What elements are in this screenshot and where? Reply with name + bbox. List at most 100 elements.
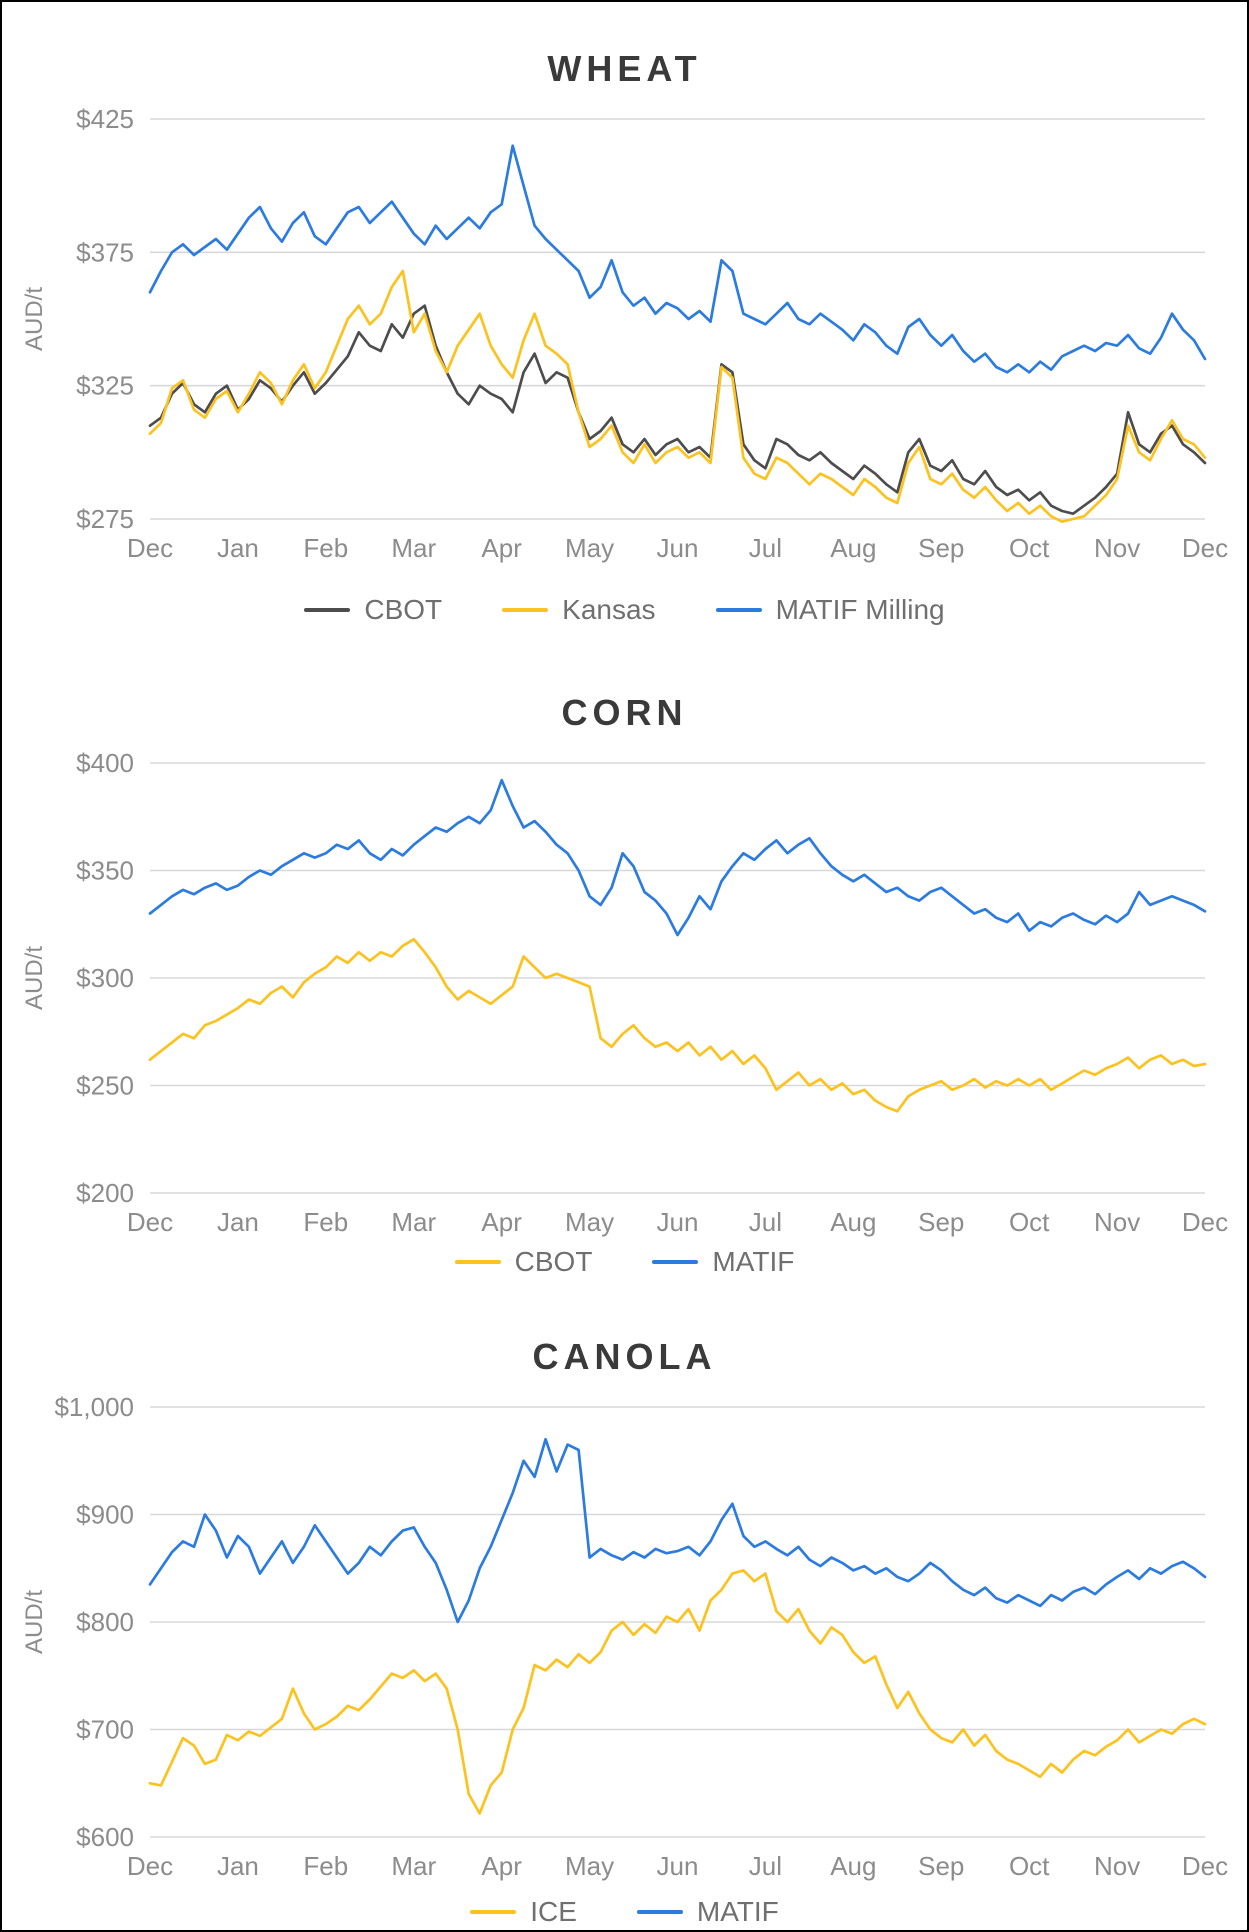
legend-label: CBOT <box>514 1246 593 1277</box>
x-tick-label: Feb <box>303 533 348 563</box>
wheat-chart-title: WHEAT <box>547 48 702 89</box>
y-tick-label: $250 <box>76 1071 134 1101</box>
x-tick-label: Oct <box>1009 1851 1050 1881</box>
legend-label: ICE <box>530 1896 577 1927</box>
legend-item-cbot: CBOT <box>454 1246 593 1278</box>
x-tick-label: May <box>565 1851 614 1881</box>
x-tick-label: Apr <box>481 533 522 563</box>
legend-label: CBOT <box>364 594 443 625</box>
x-tick-label: Jul <box>749 1207 782 1237</box>
legend-label: MATIF <box>712 1246 795 1277</box>
y-axis-label: AUD/t <box>21 1590 48 1654</box>
series-line-cbot <box>148 938 1207 1114</box>
x-tick-label: Dec <box>1182 1851 1228 1881</box>
y-tick-label: $300 <box>76 963 134 993</box>
x-tick-label: Sep <box>918 1207 964 1237</box>
wheat-plot: $275 $325 $375 $425 Dec Jan Feb Mar Apr May Jun Jul… <box>2 97 1247 563</box>
x-tick-label: Jun <box>657 533 699 563</box>
canola-chart-section: CANOLA $600 $700 $800 $900 $1,000 Dec Jan Feb Ma… <box>2 1290 1247 1930</box>
y-tick-label: $1,000 <box>54 1392 134 1422</box>
x-tick-label: Sep <box>918 1851 964 1881</box>
legend-item-matif: MATIF <box>652 1246 794 1278</box>
corn-legend: CBOT MATIF <box>454 1246 794 1278</box>
wheat-chart-section: WHEAT $275 $325 $375 $425 Dec Jan Feb Mar Apr May… <box>2 2 1247 646</box>
y-tick-label: $425 <box>76 104 134 134</box>
x-tick-label: Apr <box>481 1207 522 1237</box>
series-line-matif-milling <box>148 144 1207 375</box>
x-tick-label: Feb <box>303 1851 348 1881</box>
legend-item-matif-milling: MATIF Milling <box>715 594 945 626</box>
y-axis-label: AUD/t <box>21 946 48 1010</box>
legend-swatch <box>652 1260 699 1264</box>
x-tick-label: Mar <box>391 1207 436 1237</box>
series-line-kansas <box>148 270 1207 524</box>
corn-chart-title: CORN <box>561 692 688 733</box>
y-tick-label: $900 <box>76 1500 134 1530</box>
x-tick-label: Apr <box>481 1851 522 1881</box>
canola-plot: $600 $700 $800 $900 $1,000 Dec Jan Feb Mar Apr May… <box>2 1385 1247 1881</box>
y-tick-label: $375 <box>76 238 134 268</box>
x-tick-label: Jan <box>217 1207 259 1237</box>
x-tick-label: Jul <box>749 1851 782 1881</box>
x-tick-label: Jan <box>217 1851 259 1881</box>
legend-swatch <box>454 1260 501 1264</box>
x-tick-label: Sep <box>918 533 964 563</box>
x-tick-label: Aug <box>830 1207 876 1237</box>
y-tick-label: $800 <box>76 1607 134 1637</box>
legend-label: MATIF Milling <box>775 594 945 625</box>
x-tick-label: Dec <box>127 1851 173 1881</box>
x-tick-label: May <box>565 1207 614 1237</box>
legend-swatch <box>715 608 762 612</box>
y-tick-label: $600 <box>76 1822 134 1852</box>
x-tick-label: May <box>565 533 614 563</box>
series-line-cbot <box>148 304 1207 516</box>
canola-legend: ICE MATIF <box>470 1896 779 1928</box>
x-tick-label: Nov <box>1094 1851 1140 1881</box>
legend-swatch <box>636 1910 683 1914</box>
legend-item-kansas: Kansas <box>502 594 656 626</box>
x-tick-label: Oct <box>1009 533 1050 563</box>
y-tick-label: $700 <box>76 1715 134 1745</box>
legend-swatch <box>304 608 351 612</box>
chart-svg: $200 $250 $300 $350 $400 Dec Jan Feb Mar Apr May Ju… <box>21 748 1228 1237</box>
canola-chart-title: CANOLA <box>532 1336 717 1377</box>
x-tick-label: Dec <box>1182 533 1228 563</box>
chart-svg: $600 $700 $800 $900 $1,000 Dec Jan Feb Mar Apr May… <box>21 1392 1228 1881</box>
y-tick-label: $325 <box>76 371 134 401</box>
x-tick-label: Dec <box>127 533 173 563</box>
x-tick-label: Nov <box>1094 533 1140 563</box>
legend-swatch <box>470 1910 517 1914</box>
x-tick-label: Mar <box>391 533 436 563</box>
series-line-ice <box>148 1569 1207 1816</box>
series-line-matif <box>148 1438 1207 1624</box>
x-tick-label: Mar <box>391 1851 436 1881</box>
corn-plot: $200 $250 $300 $350 $400 Dec Jan Feb Mar Apr May Ju… <box>2 741 1247 1237</box>
legend-label: Kansas <box>562 594 656 625</box>
y-tick-label: $200 <box>76 1178 134 1208</box>
x-tick-label: Jun <box>657 1851 699 1881</box>
x-tick-label: Nov <box>1094 1207 1140 1237</box>
y-tick-label: $350 <box>76 856 134 886</box>
x-tick-label: Jul <box>749 533 782 563</box>
x-tick-label: Aug <box>830 1851 876 1881</box>
x-tick-label: Jan <box>217 533 259 563</box>
x-tick-label: Dec <box>127 1207 173 1237</box>
x-tick-label: Dec <box>1182 1207 1228 1237</box>
chart-svg: $275 $325 $375 $425 Dec Jan Feb Mar Apr May Jun Jul… <box>21 104 1228 563</box>
y-axis-label: AUD/t <box>21 287 48 351</box>
legend-swatch <box>502 608 549 612</box>
wheat-legend: CBOT Kansas MATIF Milling <box>304 594 945 626</box>
x-tick-label: Aug <box>830 533 876 563</box>
y-tick-label: $400 <box>76 748 134 778</box>
corn-chart-section: CORN $200 $250 $300 $350 $400 Dec Jan Feb Mar Apr… <box>2 646 1247 1290</box>
x-tick-label: Feb <box>303 1207 348 1237</box>
series-line-matif <box>148 779 1207 937</box>
legend-label: MATIF <box>696 1896 779 1927</box>
x-tick-label: Oct <box>1009 1207 1050 1237</box>
legend-item-matif: MATIF <box>636 1896 779 1928</box>
legend-item-cbot: CBOT <box>304 594 442 626</box>
x-tick-label: Jun <box>657 1207 699 1237</box>
y-tick-label: $275 <box>76 504 134 534</box>
legend-item-ice: ICE <box>470 1896 577 1928</box>
